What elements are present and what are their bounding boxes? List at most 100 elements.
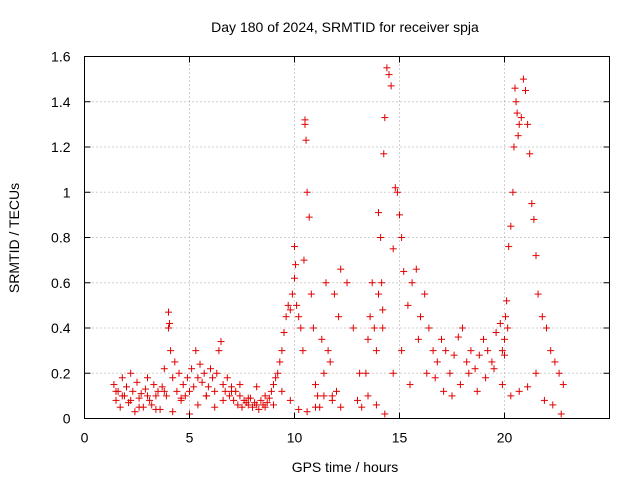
- data-point: [408, 279, 416, 287]
- data-point: [307, 290, 315, 298]
- data-point: [423, 369, 431, 377]
- data-point: [322, 279, 330, 287]
- data-point: [404, 301, 412, 309]
- data-point: [400, 267, 408, 275]
- y-tick-label: 1: [63, 184, 71, 200]
- data-point: [116, 403, 124, 411]
- data-point: [118, 392, 126, 400]
- data-point: [278, 387, 286, 395]
- x-axis-label: GPS time / hours: [292, 459, 399, 475]
- data-point: [160, 365, 168, 373]
- y-tick-label: 1.2: [51, 139, 71, 155]
- data-point: [482, 374, 490, 382]
- data-point: [320, 369, 328, 377]
- data-point: [526, 150, 534, 158]
- data-point: [183, 374, 191, 382]
- y-tick-label: 0.6: [51, 275, 71, 291]
- data-point: [152, 405, 160, 413]
- data-point: [396, 211, 403, 219]
- data-point: [135, 403, 143, 411]
- data-point: [559, 381, 567, 389]
- data-point: [465, 369, 473, 377]
- data-point: [194, 401, 202, 409]
- data-point: [249, 403, 256, 411]
- data-point: [270, 401, 277, 409]
- data-point: [270, 381, 277, 389]
- data-point: [375, 290, 382, 298]
- data-point: [300, 256, 308, 264]
- y-tick-label: 0: [63, 411, 71, 427]
- data-point: [429, 347, 437, 355]
- data-point: [507, 222, 515, 230]
- data-point: [171, 358, 179, 366]
- data-point: [366, 313, 374, 321]
- data-point: [263, 399, 271, 407]
- data-point: [398, 347, 406, 355]
- data-point: [524, 383, 532, 391]
- data-point: [314, 392, 322, 400]
- data-point: [253, 383, 261, 391]
- data-point: [213, 369, 221, 377]
- data-point: [267, 387, 275, 395]
- data-point: [175, 369, 183, 377]
- data-point: [309, 324, 317, 332]
- data-point: [515, 120, 523, 128]
- data-point: [236, 381, 244, 389]
- data-point: [398, 234, 406, 241]
- data-point: [305, 213, 313, 221]
- data-point: [192, 347, 200, 355]
- data-point: [200, 369, 208, 377]
- data-point: [148, 401, 156, 409]
- data-point: [190, 383, 198, 391]
- data-point: [364, 392, 372, 400]
- data-point: [118, 374, 126, 382]
- data-point: [509, 188, 517, 196]
- data-point: [166, 319, 174, 327]
- data-point: [543, 324, 550, 332]
- data-point: [295, 405, 303, 413]
- data-point: [343, 279, 351, 287]
- data-point: [528, 200, 536, 208]
- data-point: [377, 234, 385, 241]
- data-point: [127, 369, 135, 377]
- data-point: [202, 392, 210, 400]
- data-point: [378, 279, 386, 287]
- data-point: [292, 261, 300, 269]
- data-point: [152, 392, 160, 400]
- data-point: [278, 347, 286, 355]
- data-point: [223, 374, 231, 382]
- x-tick-label: 5: [186, 430, 194, 446]
- chart-title: Day 180 of 2024, SRMTID for receiver spj…: [211, 19, 479, 35]
- data-point: [448, 392, 456, 400]
- data-point: [261, 392, 269, 400]
- data-point: [337, 265, 345, 273]
- data-point: [440, 387, 448, 395]
- data-point: [297, 324, 305, 332]
- data-point: [498, 381, 506, 389]
- data-point: [303, 188, 311, 196]
- data-point: [131, 408, 139, 416]
- data-point: [503, 297, 511, 305]
- data-point: [362, 369, 370, 377]
- data-point: [372, 347, 380, 355]
- data-point: [480, 335, 487, 343]
- data-point: [198, 378, 206, 386]
- data-point: [417, 313, 424, 321]
- data-point: [473, 387, 481, 395]
- data-point: [383, 64, 391, 72]
- data-point: [169, 374, 177, 382]
- data-point: [492, 329, 500, 337]
- x-tick-label: 20: [497, 430, 513, 446]
- data-point: [215, 347, 223, 355]
- data-point: [276, 358, 284, 366]
- data-point: [173, 387, 181, 395]
- data-point: [349, 324, 357, 332]
- data-point: [133, 378, 141, 386]
- data-point: [188, 365, 196, 373]
- data-point: [513, 109, 521, 117]
- data-point: [144, 392, 151, 400]
- data-point: [557, 410, 565, 418]
- data-point: [137, 390, 145, 398]
- y-tick-label: 1.4: [51, 94, 71, 110]
